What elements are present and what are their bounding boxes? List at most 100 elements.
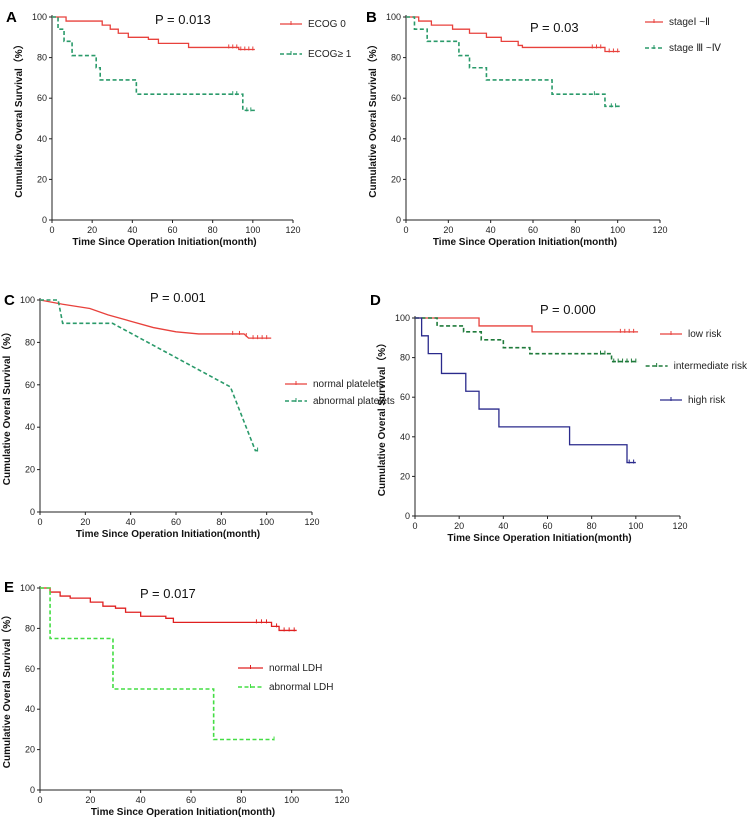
- legend-label: ECOG 0: [308, 19, 346, 30]
- y-tick-label: 60: [400, 392, 410, 402]
- y-axis-label: Cumulative Overal Survival（%）: [0, 610, 13, 768]
- x-axis-label: Time Since Operation Initiation(month): [72, 237, 256, 248]
- x-tick-label: 60: [542, 521, 552, 531]
- y-tick-label: 100: [32, 12, 47, 22]
- x-tick-label: 80: [570, 225, 580, 235]
- p-value: P = 0.03: [530, 20, 579, 35]
- y-tick-label: 60: [391, 93, 401, 103]
- x-tick-label: 60: [528, 225, 538, 235]
- y-tick-label: 100: [20, 295, 35, 305]
- legend-label: abnormal platelets: [313, 396, 395, 407]
- y-tick-label: 40: [391, 134, 401, 144]
- y-tick-label: 0: [405, 511, 410, 521]
- x-tick-label: 60: [186, 795, 196, 805]
- y-tick-label: 20: [25, 465, 35, 475]
- x-axis-label: Time Since Operation Initiation(month): [91, 807, 275, 818]
- y-tick-label: 60: [25, 664, 35, 674]
- y-tick-label: 0: [396, 215, 401, 225]
- y-axis-label: Cumulative Overal Survival（%）: [375, 338, 388, 496]
- y-tick-label: 80: [25, 337, 35, 347]
- x-tick-label: 0: [412, 521, 417, 531]
- x-axis-label: Time Since Operation Initiation(month): [76, 529, 260, 540]
- y-tick-label: 40: [400, 432, 410, 442]
- x-tick-label: 120: [672, 521, 687, 531]
- y-axis-label: Cumulative Overal Survival（%）: [0, 327, 13, 485]
- x-tick-label: 100: [284, 795, 299, 805]
- panel-letter: E: [4, 579, 14, 596]
- survival-curve-2: [52, 16, 255, 112]
- x-tick-label: 100: [628, 521, 643, 531]
- panel-b: B 0 20 40 60 80 100 0 20 40 60 80 100 120 Time Since O…: [366, 9, 722, 248]
- legend-label: ECOG≥ 1: [308, 49, 352, 60]
- x-tick-label: 120: [304, 517, 319, 527]
- x-tick-label: 20: [443, 225, 453, 235]
- legend-label: high risk: [688, 395, 726, 406]
- panel-e: E 0 20 40 60 80 100 0 20 40 60 80 100 120 Time Since O…: [0, 579, 350, 818]
- y-tick-label: 40: [25, 422, 35, 432]
- survival-curve-2: [415, 317, 639, 363]
- y-tick-label: 100: [386, 12, 401, 22]
- x-tick-label: 80: [587, 521, 597, 531]
- p-value: P = 0.000: [540, 302, 596, 317]
- y-tick-label: 0: [42, 215, 47, 225]
- legend-label: intermediate risk: [674, 361, 748, 372]
- x-tick-label: 20: [85, 795, 95, 805]
- panel-letter: D: [370, 292, 381, 309]
- panel-d: D 0 20 40 60 80 100 0 20 40 60 80 100 120 Time Since O…: [370, 292, 748, 544]
- panel-a: A 0 20 40 60 80 100 0 20 40 60 80 100 120 Time Since O…: [6, 9, 352, 248]
- x-tick-label: 120: [334, 795, 349, 805]
- x-tick-label: 0: [49, 225, 54, 235]
- y-tick-label: 20: [37, 174, 47, 184]
- x-tick-label: 80: [216, 517, 226, 527]
- x-tick-label: 40: [486, 225, 496, 235]
- x-tick-label: 60: [171, 517, 181, 527]
- survival-curve-2: [40, 587, 275, 741]
- x-tick-label: 60: [167, 225, 177, 235]
- legend-label: stage Ⅲ ~Ⅳ: [669, 43, 722, 54]
- survival-curve-1: [406, 16, 620, 53]
- y-axis-label: Cumulative Overal Survival（%）: [366, 39, 379, 197]
- x-tick-label: 80: [208, 225, 218, 235]
- y-tick-label: 0: [30, 507, 35, 517]
- y-tick-label: 80: [25, 623, 35, 633]
- y-tick-label: 20: [400, 471, 410, 481]
- y-tick-label: 80: [391, 53, 401, 63]
- legend-label: abnormal LDH: [269, 682, 333, 693]
- x-tick-label: 80: [236, 795, 246, 805]
- survival-curve-2: [40, 299, 260, 452]
- survival-curve-1: [39, 299, 272, 339]
- panel-letter: C: [4, 292, 15, 309]
- x-tick-label: 0: [403, 225, 408, 235]
- x-tick-label: 40: [127, 225, 137, 235]
- survival-curve-1: [415, 317, 639, 333]
- legend-label: normal LDH: [269, 663, 322, 674]
- survival-curve-1: [52, 16, 255, 51]
- x-tick-label: 100: [610, 225, 625, 235]
- x-tick-label: 40: [136, 795, 146, 805]
- p-value: P = 0.017: [140, 586, 196, 601]
- x-tick-label: 100: [259, 517, 274, 527]
- y-tick-label: 100: [20, 583, 35, 593]
- panel-c: C 0 20 40 60 80 100 0 20 40 60 80 100 120 Time Since O…: [0, 290, 395, 540]
- x-tick-label: 0: [37, 517, 42, 527]
- x-tick-label: 20: [87, 225, 97, 235]
- y-tick-label: 80: [400, 353, 410, 363]
- y-tick-label: 80: [37, 53, 47, 63]
- x-axis-label: Time Since Operation Initiation(month): [447, 533, 631, 544]
- y-tick-label: 40: [37, 134, 47, 144]
- y-axis-label: Cumulative Overal Survival（%）: [12, 39, 25, 197]
- y-tick-label: 60: [37, 93, 47, 103]
- p-value: P = 0.001: [150, 290, 206, 305]
- x-tick-label: 20: [80, 517, 90, 527]
- x-tick-label: 40: [498, 521, 508, 531]
- y-tick-label: 20: [25, 745, 35, 755]
- y-tick-label: 20: [391, 174, 401, 184]
- x-tick-label: 100: [245, 225, 260, 235]
- y-tick-label: 0: [30, 785, 35, 795]
- legend-label: normal platelets: [313, 379, 384, 390]
- survival-curve-1: [40, 587, 297, 632]
- legend-label: stageⅠ ~Ⅱ: [669, 17, 710, 28]
- x-tick-label: 40: [126, 517, 136, 527]
- x-tick-label: 120: [285, 225, 300, 235]
